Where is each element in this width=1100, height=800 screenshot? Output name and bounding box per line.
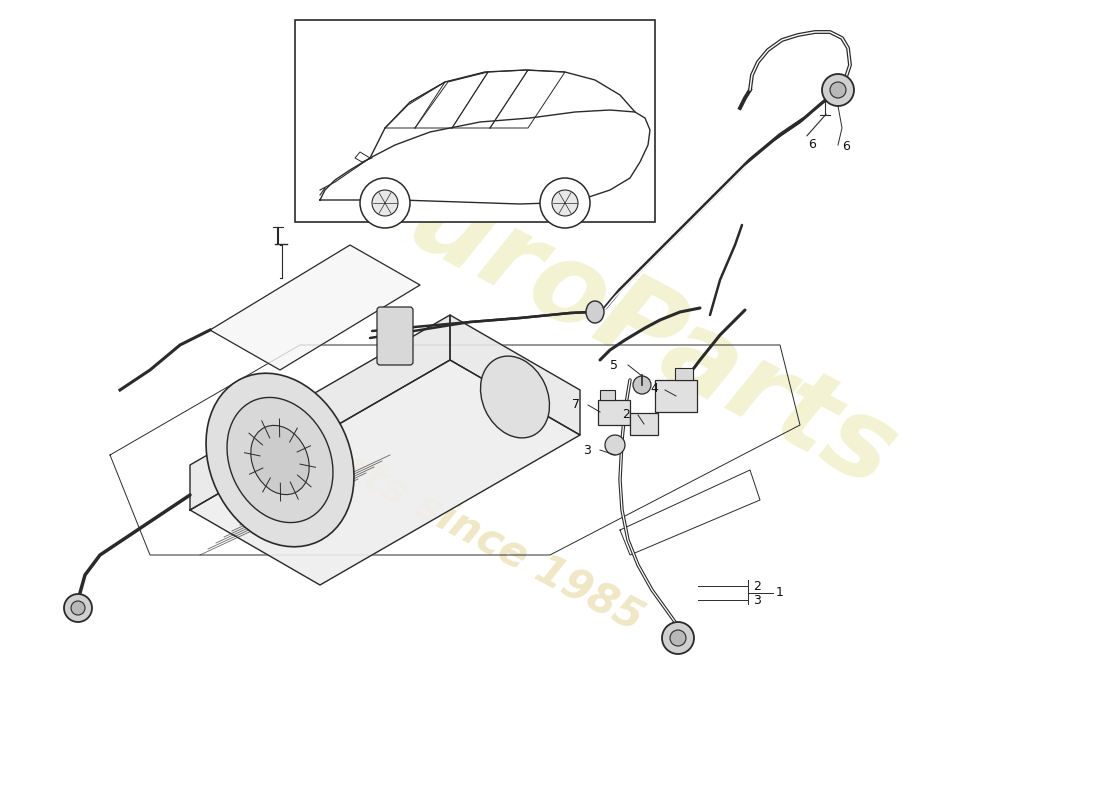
Bar [654, 380, 697, 412]
Circle shape [540, 178, 590, 228]
Text: 2: 2 [621, 409, 630, 422]
Text: 5: 5 [610, 358, 618, 371]
Circle shape [830, 82, 846, 98]
Ellipse shape [481, 356, 550, 438]
Polygon shape [190, 360, 580, 585]
Text: 6: 6 [808, 138, 816, 151]
Bar [295, 20, 654, 222]
Text: 7: 7 [572, 398, 580, 411]
Bar [600, 390, 615, 400]
Text: 6: 6 [842, 140, 850, 153]
Bar [598, 400, 630, 425]
Circle shape [605, 435, 625, 455]
Text: 2: 2 [754, 579, 761, 593]
Circle shape [670, 630, 686, 646]
Text: euroParts: euroParts [326, 130, 914, 510]
Ellipse shape [227, 398, 333, 522]
Circle shape [552, 190, 578, 216]
Text: 4: 4 [650, 382, 658, 394]
Polygon shape [210, 245, 420, 370]
Circle shape [632, 376, 651, 394]
Text: 1: 1 [776, 586, 784, 599]
Ellipse shape [586, 301, 604, 323]
Text: 3: 3 [583, 443, 591, 457]
Ellipse shape [206, 374, 354, 546]
Circle shape [64, 594, 92, 622]
Circle shape [360, 178, 410, 228]
Polygon shape [450, 315, 580, 435]
Circle shape [72, 601, 85, 615]
Bar [675, 368, 693, 380]
Text: a parts since 1985: a parts since 1985 [250, 400, 650, 640]
Ellipse shape [251, 426, 309, 494]
Text: 3: 3 [754, 594, 761, 606]
Circle shape [662, 622, 694, 654]
Polygon shape [190, 315, 450, 510]
Bar [630, 413, 658, 435]
FancyBboxPatch shape [377, 307, 412, 365]
Circle shape [372, 190, 398, 216]
Circle shape [822, 74, 854, 106]
